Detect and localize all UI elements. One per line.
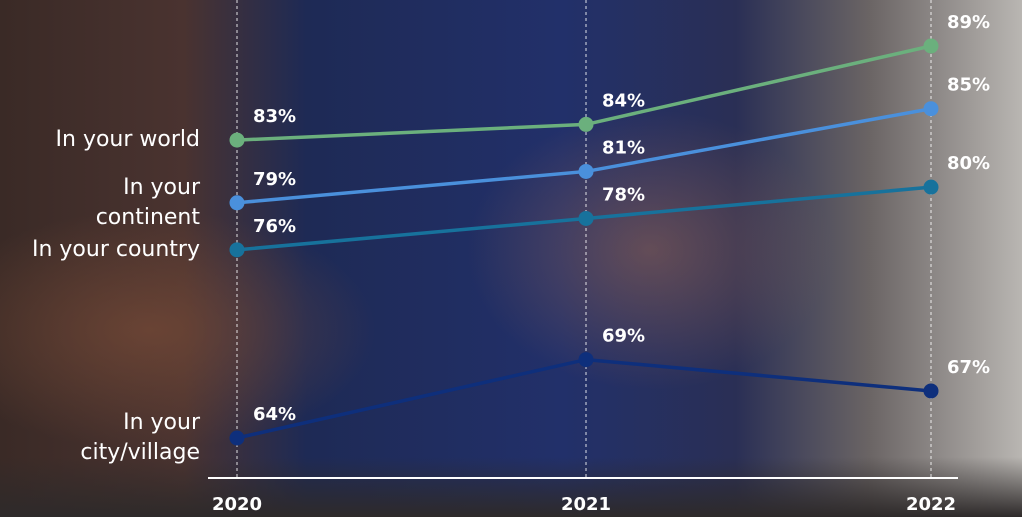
data-point [579, 211, 594, 226]
x-tick-label: 2022 [906, 494, 956, 515]
data-point [230, 242, 245, 257]
value-label: 89% [947, 12, 990, 33]
value-label: 83% [253, 106, 296, 127]
value-label: 80% [947, 153, 990, 174]
series-label: In your world [56, 125, 200, 155]
value-label: 76% [253, 216, 296, 237]
series-label: In your continent [80, 173, 200, 233]
data-point [230, 431, 245, 446]
value-label: 64% [253, 404, 296, 425]
data-point [924, 383, 939, 398]
value-label: 85% [947, 75, 990, 96]
value-label: 79% [253, 169, 296, 190]
data-point [579, 164, 594, 179]
x-tick-label: 2020 [212, 494, 262, 515]
chart: 2020 2021 2022 83% 84% 89% 79% 81% 85% 76% 78% 80% 6… [0, 0, 1022, 517]
data-point [924, 180, 939, 195]
data-point [579, 352, 594, 367]
series-line [237, 360, 931, 438]
series-label: In your country [32, 235, 200, 265]
value-label: 81% [602, 137, 645, 158]
value-label: 84% [602, 90, 645, 111]
data-point [230, 133, 245, 148]
data-point [924, 39, 939, 54]
data-point [924, 101, 939, 116]
data-point [579, 117, 594, 132]
series-label: In your city/village [80, 408, 200, 468]
value-label: 78% [602, 184, 645, 205]
x-tick-label: 2021 [561, 494, 611, 515]
data-point [230, 195, 245, 210]
value-label: 69% [602, 326, 645, 347]
value-label: 67% [947, 357, 990, 378]
